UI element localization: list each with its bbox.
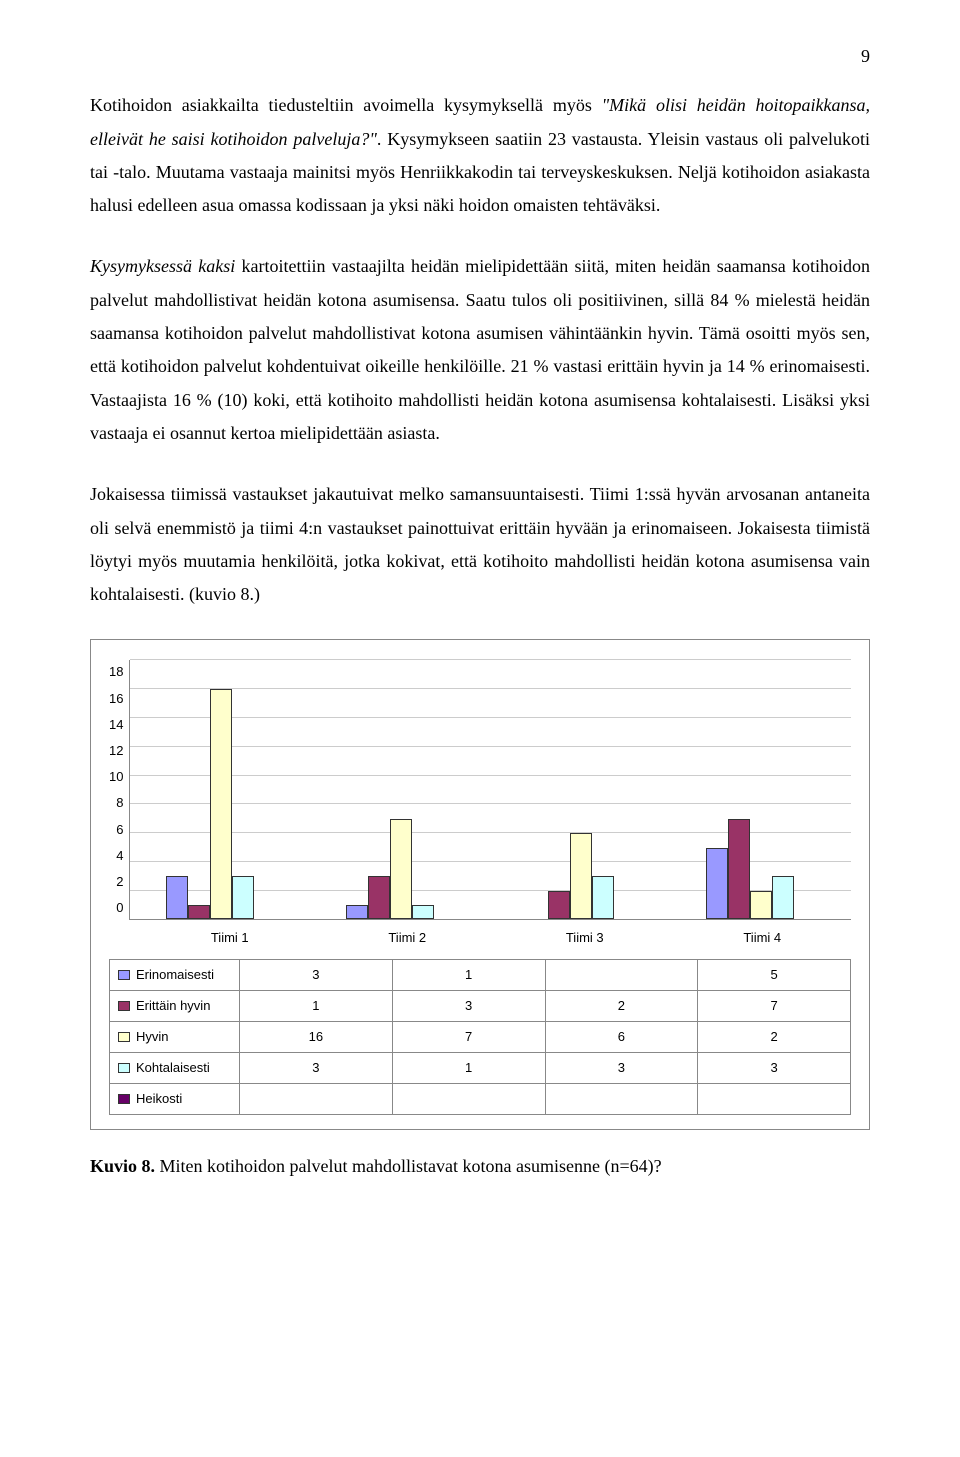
legend-swatch	[118, 970, 130, 980]
bar	[570, 833, 592, 919]
x-tick-label: Tiimi 4	[674, 926, 852, 950]
bar	[346, 905, 368, 919]
bar-group	[311, 660, 491, 919]
paragraph-2: Kysymyksessä kaksi kartoitettiin vastaaj…	[90, 250, 870, 450]
caption-label: Kuvio 8.	[90, 1156, 155, 1176]
bar	[706, 848, 728, 920]
bar	[592, 876, 614, 919]
y-axis: 18 161412108 6420	[109, 660, 129, 920]
value-cell: 5	[698, 959, 851, 990]
bar-group	[130, 660, 310, 919]
chart-container: 181614121086420 Tiimi 1Tiimi 2Tiimi 3Tii…	[90, 639, 870, 1129]
x-axis-labels: Tiimi 1Tiimi 2Tiimi 3Tiimi 4	[141, 926, 851, 950]
plot-region	[129, 660, 851, 920]
legend-cell: Kohtalaisesti	[110, 1052, 240, 1083]
legend-cell: Hyvin	[110, 1021, 240, 1052]
bar	[728, 819, 750, 920]
legend-label: Kohtalaisesti	[136, 1060, 210, 1075]
value-cell: 1	[240, 990, 393, 1021]
value-cell: 3	[545, 1052, 698, 1083]
bar	[548, 891, 570, 920]
table-row: Hyvin 16762	[110, 1021, 851, 1052]
legend-cell: Heikosti	[110, 1083, 240, 1114]
chart-plot-area: 18 161412108 6420	[109, 660, 851, 920]
legend-swatch	[118, 1063, 130, 1073]
value-cell	[545, 1083, 698, 1114]
bar	[210, 689, 232, 919]
caption-text: Miten kotihoidon palvelut mahdollistavat…	[155, 1156, 662, 1176]
chart-data-table: Erinomaisesti315Erittäin hyvin1327Hyvin1…	[109, 959, 851, 1115]
value-cell: 3	[240, 1052, 393, 1083]
x-tick-label: Tiimi 1	[141, 926, 319, 950]
value-cell: 3	[240, 959, 393, 990]
figure-caption: Kuvio 8. Miten kotihoidon palvelut mahdo…	[90, 1150, 870, 1183]
table-row: Erittäin hyvin 1327	[110, 990, 851, 1021]
bar-group	[671, 660, 851, 919]
y-tick-label: 12	[109, 739, 123, 763]
paragraph-1: Kotihoidon asiakkailta tiedusteltiin avo…	[90, 89, 870, 222]
value-cell: 1	[392, 1052, 545, 1083]
y-tick-label: 14	[109, 713, 123, 737]
bar	[412, 905, 434, 919]
legend-label: Erittäin hyvin	[136, 998, 210, 1013]
p2-italic: Kysymyksessä kaksi	[90, 256, 235, 276]
legend-cell: Erinomaisesti	[110, 959, 240, 990]
value-cell	[698, 1083, 851, 1114]
bar-group	[491, 660, 671, 919]
bar	[188, 905, 210, 919]
bar	[772, 876, 794, 919]
value-cell: 3	[392, 990, 545, 1021]
value-cell: 16	[240, 1021, 393, 1052]
value-cell	[240, 1083, 393, 1114]
legend-label: Hyvin	[136, 1029, 169, 1044]
table-row: Heikosti	[110, 1083, 851, 1114]
y-tick-label: 4	[116, 844, 123, 868]
y-tick-label: 10	[109, 765, 123, 789]
legend-swatch	[118, 1094, 130, 1104]
y-tick-label: 6	[116, 818, 123, 842]
y-tick-label: 16	[109, 687, 123, 711]
table-row: Kohtalaisesti3133	[110, 1052, 851, 1083]
bar	[368, 876, 390, 919]
bar	[232, 876, 254, 919]
legend-cell: Erittäin hyvin	[110, 990, 240, 1021]
value-cell: 7	[698, 990, 851, 1021]
value-cell: 7	[392, 1021, 545, 1052]
value-cell: 1	[392, 959, 545, 990]
bar	[750, 891, 772, 920]
y-tick-label: 0	[116, 896, 123, 920]
x-tick-label: Tiimi 2	[319, 926, 497, 950]
x-tick-label: Tiimi 3	[496, 926, 674, 950]
value-cell	[392, 1083, 545, 1114]
legend-swatch	[118, 1032, 130, 1042]
p2-body: kartoitettiin vastaajilta heidän mielipi…	[90, 256, 870, 442]
paragraph-3: Jokaisessa tiimissä vastaukset jakautuiv…	[90, 478, 870, 611]
y-tick-label: 8	[116, 791, 123, 815]
value-cell: 3	[698, 1052, 851, 1083]
value-cell: 2	[698, 1021, 851, 1052]
value-cell	[545, 959, 698, 990]
y-tick-label: 18	[109, 660, 123, 684]
value-cell: 2	[545, 990, 698, 1021]
y-tick-label: 2	[116, 870, 123, 894]
table-row: Erinomaisesti 31 5	[110, 959, 851, 990]
page-number: 9	[90, 40, 870, 73]
value-cell: 6	[545, 1021, 698, 1052]
bar	[166, 876, 188, 919]
legend-swatch	[118, 1001, 130, 1011]
legend-label: Heikosti	[136, 1091, 182, 1106]
p1-text-a: Kotihoidon asiakkailta tiedusteltiin avo…	[90, 95, 602, 115]
bar	[390, 819, 412, 920]
legend-label: Erinomaisesti	[136, 967, 214, 982]
